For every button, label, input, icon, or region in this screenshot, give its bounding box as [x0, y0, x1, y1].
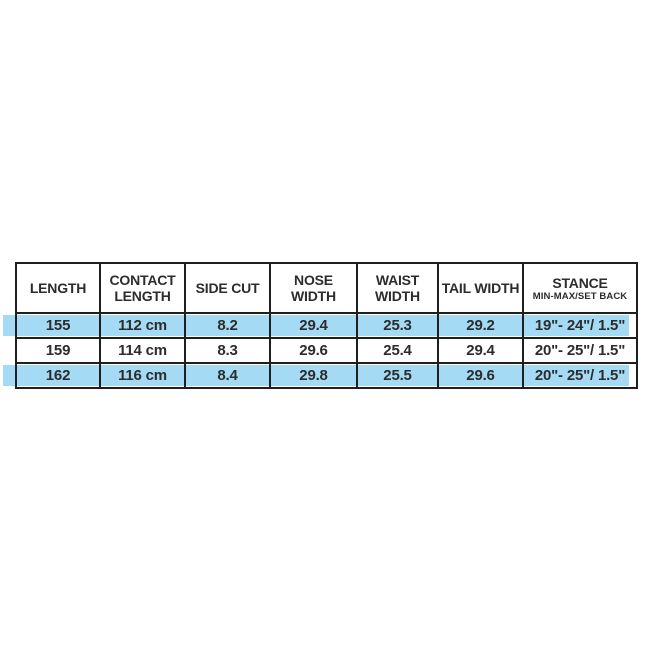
column-header-stance: STANCE MIN-MAX/SET BACK: [522, 262, 638, 314]
table-header: LENGTH CONTACT LENGTH SIDE CUT NOSE WIDTH WA…: [15, 262, 638, 314]
spec-cell: 20"- 25"/ 1.5": [522, 362, 638, 389]
spec-cell: 8.2: [184, 312, 271, 339]
spec-cell: 114 cm: [99, 337, 186, 364]
column-header-label: SIDE CUT: [195, 279, 260, 296]
column-header-side-cut: SIDE CUT: [184, 262, 271, 314]
column-header-length: LENGTH: [15, 262, 101, 314]
spec-cell: 25.3: [356, 312, 439, 339]
spec-cell: 112 cm: [99, 312, 186, 339]
snowboard-spec-table: LENGTH CONTACT LENGTH SIDE CUT NOSE WIDTH WA…: [15, 262, 638, 389]
spec-cell: 8.4: [184, 362, 271, 389]
spec-cell: 25.5: [356, 362, 439, 389]
spec-cell: 29.6: [269, 337, 358, 364]
header-row: LENGTH CONTACT LENGTH SIDE CUT NOSE WIDTH WA…: [15, 262, 638, 314]
column-header-contact-length: CONTACT LENGTH: [99, 262, 186, 314]
column-header-label: TAIL WIDTH: [441, 279, 520, 296]
spec-cell: 116 cm: [99, 362, 186, 389]
spec-cell: 29.4: [437, 337, 524, 364]
spec-row-159: 159 114 cm 8.3 29.6 25.4 29.4 20"- 25"/ 1.5": [15, 337, 638, 364]
spec-cell: 25.4: [356, 337, 439, 364]
spec-cell: 159: [15, 337, 101, 364]
column-header-label: NOSE WIDTH: [291, 271, 336, 304]
spec-row-155: 155 112 cm 8.2 29.4 25.3 29.2 19"- 24"/ 1.5": [15, 312, 638, 339]
spec-cell: 29.4: [269, 312, 358, 339]
column-header-nose-width: NOSE WIDTH: [269, 262, 358, 314]
spec-cell: 155: [15, 312, 101, 339]
column-header-label: WAIST WIDTH: [375, 271, 420, 304]
column-header-tail-width: TAIL WIDTH: [437, 262, 524, 314]
table-body: 155 112 cm 8.2 29.4 25.3 29.2 19"- 24"/ 1.5" 15…: [15, 312, 638, 389]
column-header-sublabel: MIN-MAX/SET BACK: [532, 290, 628, 302]
spec-cell: 29.6: [437, 362, 524, 389]
spec-cell: 29.2: [437, 312, 524, 339]
column-header-label: LENGTH: [29, 279, 87, 296]
spec-cell: 162: [15, 362, 101, 389]
column-header-label: CONTACT LENGTH: [109, 271, 176, 304]
spec-cell: 20"- 25"/ 1.5": [522, 337, 638, 364]
spec-cell: 29.8: [269, 362, 358, 389]
spec-cell: 8.3: [184, 337, 271, 364]
spec-row-162: 162 116 cm 8.4 29.8 25.5 29.6 20"- 25"/ 1.5": [15, 362, 638, 389]
spec-cell: 19"- 24"/ 1.5": [522, 312, 638, 339]
column-header-waist-width: WAIST WIDTH: [356, 262, 439, 314]
column-header-label: STANCE: [552, 274, 608, 291]
